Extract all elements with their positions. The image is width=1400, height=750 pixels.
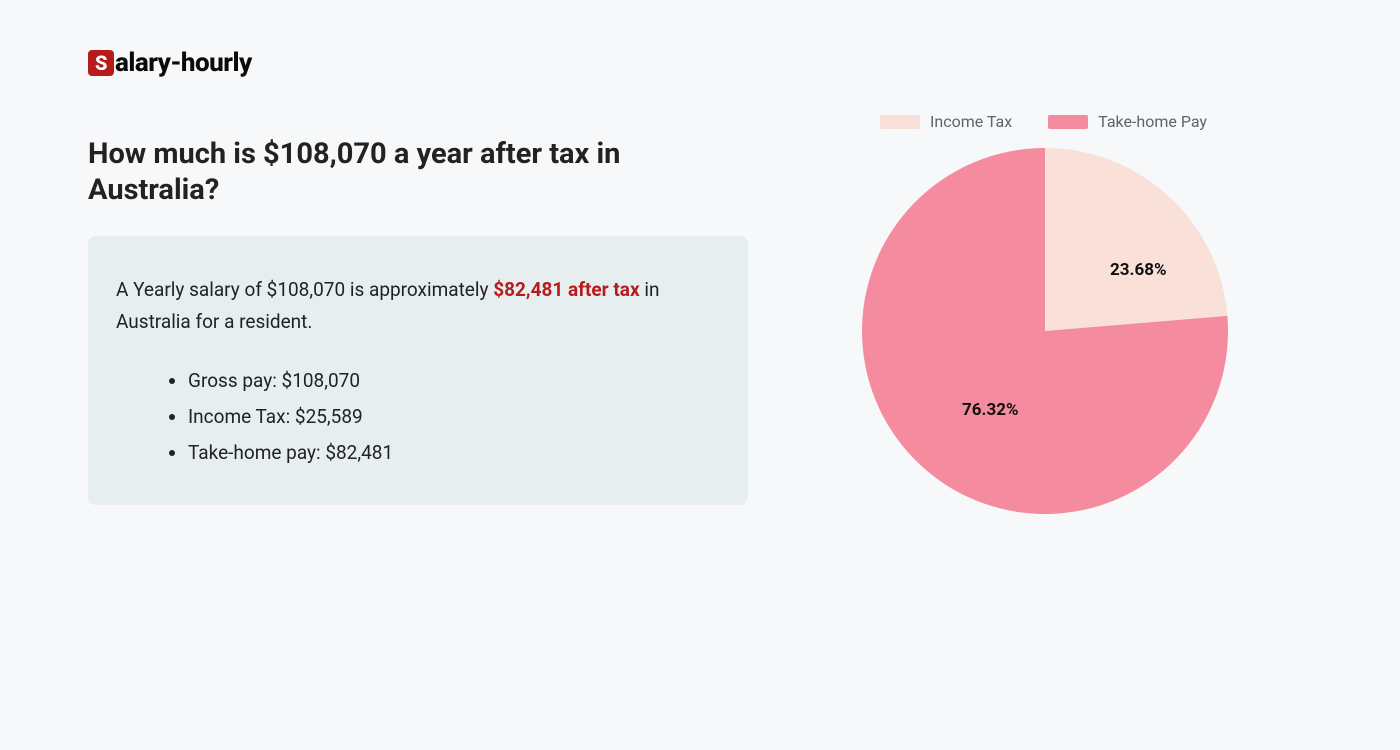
legend-item: Take-home Pay	[1048, 112, 1207, 131]
legend-swatch-icon	[880, 115, 920, 129]
pie-slice	[1045, 148, 1227, 331]
summary-list: Gross pay: $108,070 Income Tax: $25,589 …	[116, 363, 720, 471]
slice-label: 76.32%	[962, 400, 1019, 420]
legend-label: Take-home Pay	[1098, 112, 1207, 131]
legend-label: Income Tax	[930, 112, 1012, 131]
summary-highlight: $82,481 after tax	[493, 278, 639, 301]
pie-svg	[862, 148, 1228, 514]
list-item: Take-home pay: $82,481	[188, 435, 720, 471]
summary-card: A Yearly salary of $108,070 is approxima…	[88, 236, 748, 505]
site-logo: Salary-hourly	[88, 48, 252, 78]
page-title: How much is $108,070 a year after tax in…	[88, 136, 728, 209]
summary-text: A Yearly salary of $108,070 is approxima…	[116, 274, 720, 339]
list-item: Gross pay: $108,070	[188, 363, 720, 399]
logo-text: alary-hourly	[115, 48, 252, 78]
logo-s-box: S	[88, 50, 114, 76]
legend-swatch-icon	[1048, 115, 1088, 129]
chart-legend: Income Tax Take-home Pay	[880, 112, 1207, 131]
list-item: Income Tax: $25,589	[188, 399, 720, 435]
summary-prefix: A Yearly salary of $108,070 is approxima…	[116, 278, 493, 301]
slice-label: 23.68%	[1110, 260, 1167, 280]
legend-item: Income Tax	[880, 112, 1012, 131]
pie-chart: 23.68% 76.32%	[862, 148, 1228, 514]
